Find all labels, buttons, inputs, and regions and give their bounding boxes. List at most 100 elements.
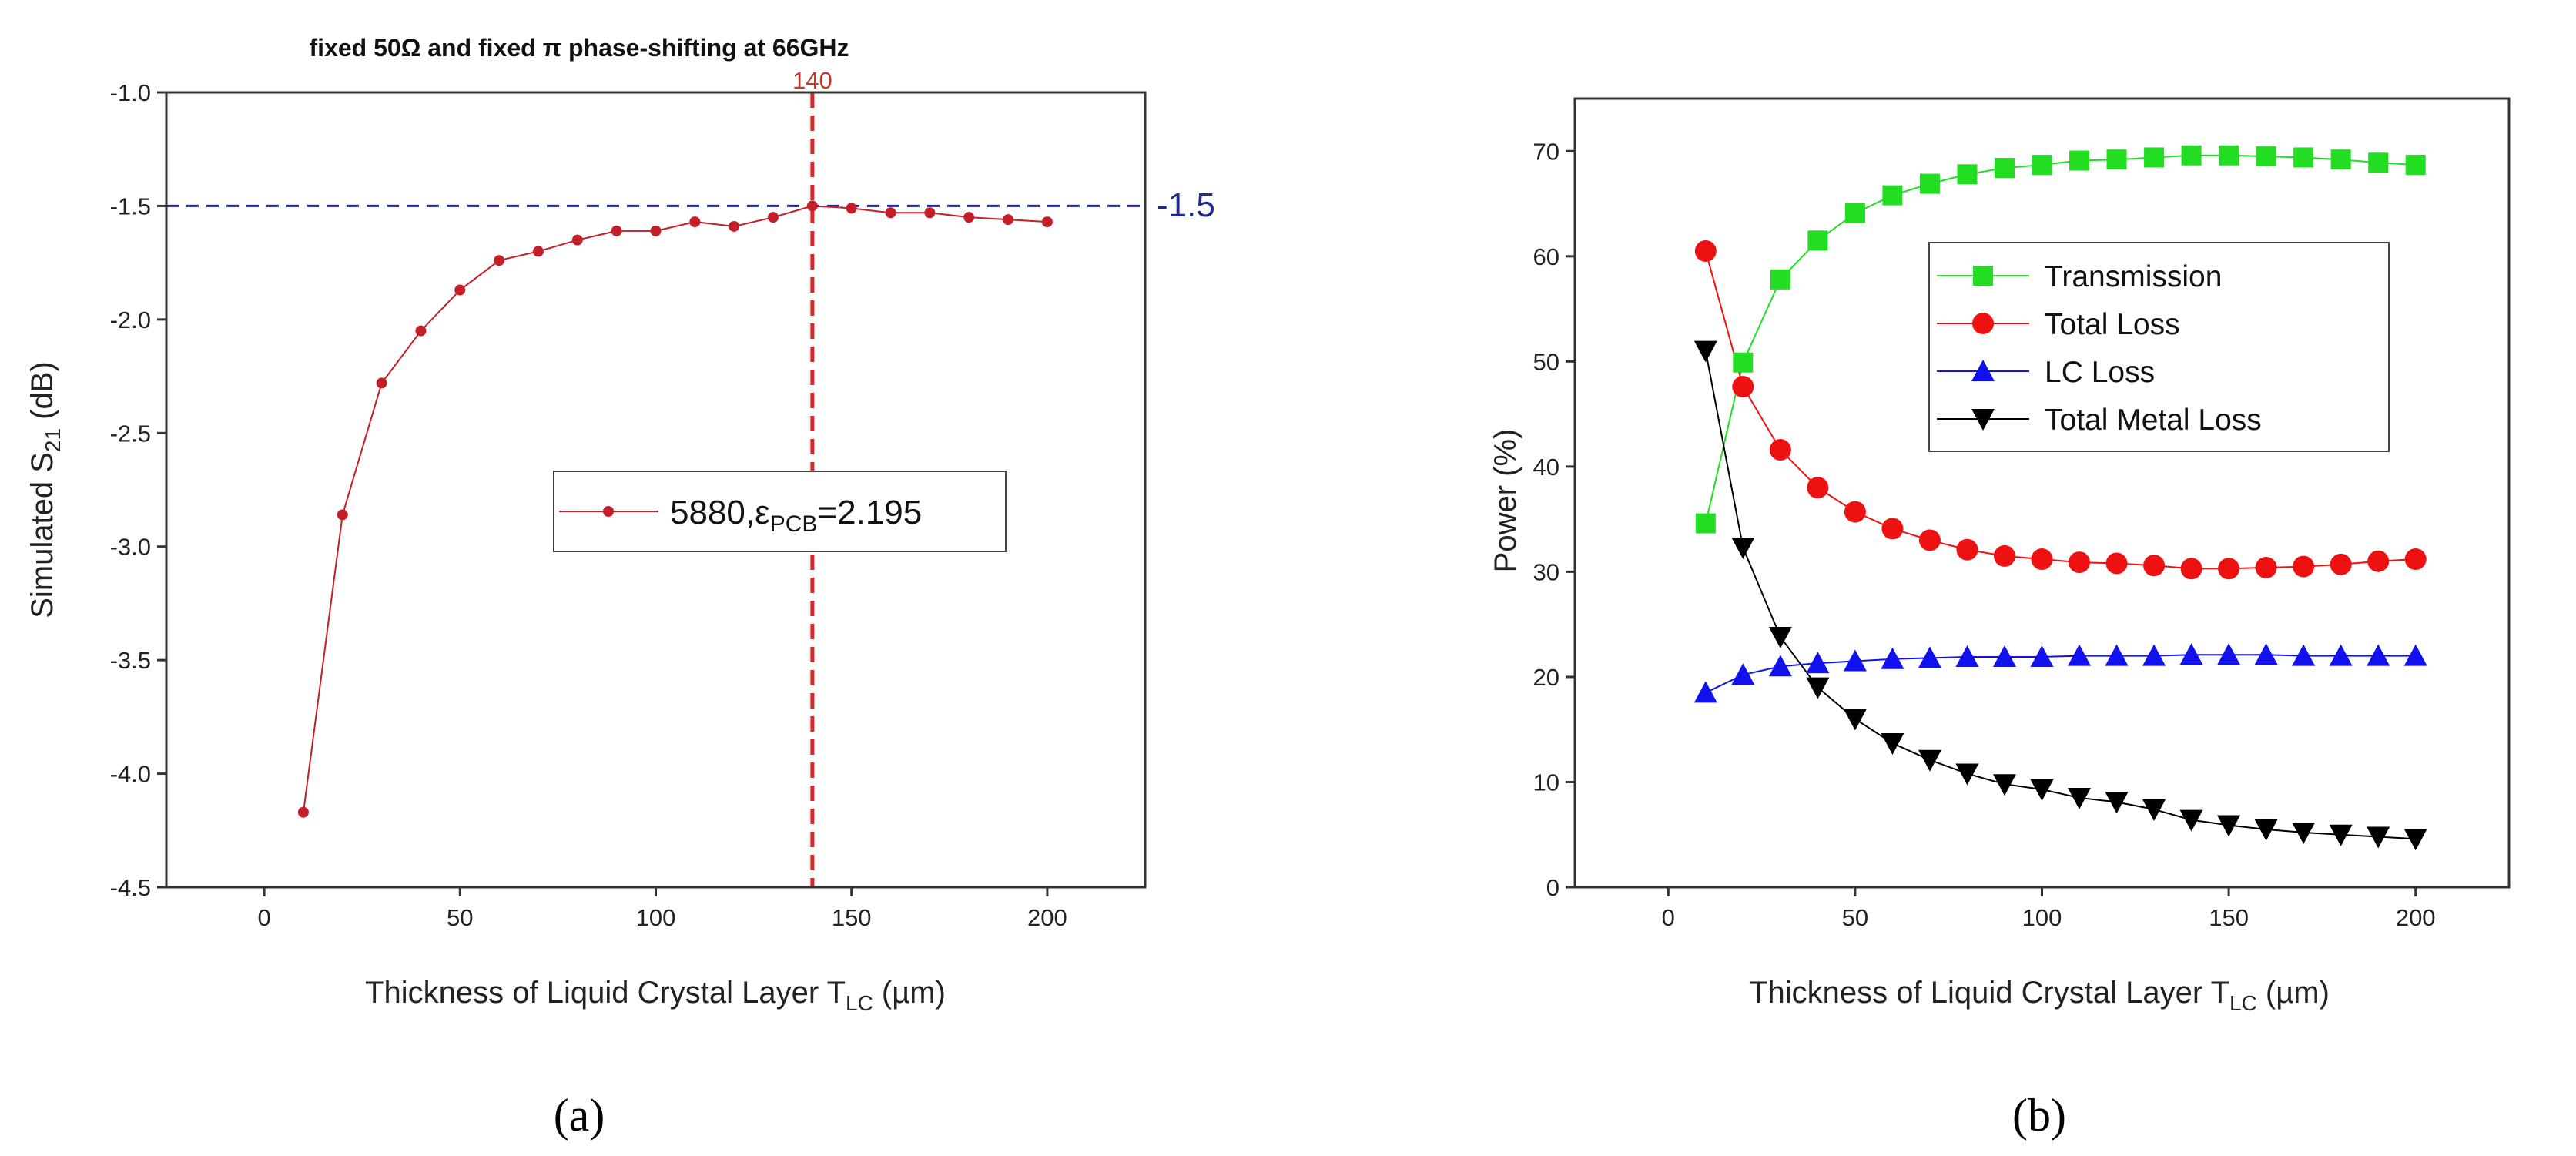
chart-b-data-point (2293, 147, 2314, 168)
chart-b-data-point (2218, 558, 2240, 580)
chart-b-data-point (2329, 644, 2353, 666)
chart-b-data-point (2030, 779, 2054, 802)
chart-b-data-point (1843, 709, 1867, 731)
chart-a-data-point (611, 225, 622, 236)
chart-b-data-point (1693, 340, 1717, 363)
chart-a-ytick-label: -2.0 (110, 307, 151, 333)
chart-b-data-point (2367, 644, 2390, 666)
legend-b-marker (1971, 409, 1995, 431)
panel-label-a: (a) (554, 1090, 605, 1141)
chart-b-xtick-label: 50 (1842, 904, 1868, 931)
chart-b-data-point (1994, 158, 2015, 179)
chart-b-data-point (2256, 146, 2276, 167)
chart-a-data-point (532, 246, 544, 257)
chart-a-xtick-label: 0 (257, 904, 270, 931)
legend-b-label: LC Loss (2045, 356, 2155, 389)
chart-a-data-point (297, 806, 309, 818)
chart-b-data-point (2293, 555, 2315, 578)
chart-a-data-point (924, 207, 936, 219)
chart-b-data-point (1694, 240, 1717, 262)
panel-label-b: (b) (2012, 1090, 2066, 1141)
chart-b-data-point (1881, 518, 1904, 540)
chart-a-data-point (729, 220, 740, 232)
chart-b-data-point (2254, 819, 2278, 841)
chart-a-ytick-label: -1.5 (110, 193, 151, 219)
chart-a-data-point (1003, 214, 1014, 226)
chart-b-ytick-label: 30 (1533, 558, 1559, 585)
chart-a-ytick-label: -1.0 (110, 79, 151, 106)
chart-a-data-point (494, 255, 505, 266)
legend-b-marker (1973, 266, 1993, 286)
chart-b-data-point (2254, 643, 2278, 665)
chart-b-data-point (2368, 152, 2389, 173)
chart-b-xtick-label: 150 (2209, 904, 2249, 931)
chart-a-xtick-label: 100 (636, 904, 676, 931)
chart-b-data-point (1843, 649, 1867, 672)
chart-b-data-point (1844, 203, 1865, 223)
chart-b-data-point (1770, 269, 1790, 290)
chart-b-data-point (1844, 501, 1866, 523)
chart-a-data-point (650, 225, 662, 236)
vertical-reference-label: 140 (792, 67, 832, 94)
chart-b-ytick-label: 10 (1533, 769, 1559, 796)
chart-b-data-point (1918, 529, 1941, 551)
chart-a-data-point (376, 377, 387, 389)
chart-a-data-point (1041, 216, 1053, 228)
chart-a-data-point (415, 325, 427, 337)
chart-b-data-point (2179, 643, 2203, 665)
chart-a-ylabel: Simulated S21 (dB) (25, 361, 65, 618)
chart-b-data-point (1918, 646, 1941, 668)
chart-b-data-point (1731, 537, 1755, 559)
chart-b-data-point (2405, 155, 2426, 176)
chart-b-xtick-label: 100 (2022, 904, 2062, 931)
chart-b-ytick-label: 70 (1533, 138, 1559, 165)
chart-b-data-point (1807, 230, 1828, 251)
chart-b-data-point (1956, 538, 1978, 561)
chart-b-data-point (1733, 352, 1754, 373)
chart-a-data-point (454, 284, 466, 296)
chart-a-xtick-label: 50 (447, 904, 473, 931)
horizontal-reference-label: -1.5 (1157, 186, 1215, 224)
legend-b-marker (1972, 313, 1994, 334)
chart-a-xtick-label: 200 (1027, 904, 1067, 931)
chart-a-data-point (571, 234, 583, 246)
chart-b-data-point (2030, 645, 2054, 667)
chart-b-data-point (1919, 173, 1940, 194)
chart-b-data-point (2367, 826, 2390, 849)
legend-b-marker (1971, 360, 1995, 381)
chart-b-data-point (2144, 147, 2165, 168)
chart-b-data-point (2403, 644, 2427, 666)
chart-b-legend: Transmission Total Loss LC Loss Total Metal… (1928, 242, 2390, 452)
chart-b-data-point (2142, 644, 2166, 666)
chart-b-data-point (1807, 477, 1829, 499)
chart-a-series-line (302, 205, 1047, 813)
chart-b-data-point (1992, 645, 2016, 667)
chart-b-xtick-label: 200 (2396, 904, 2436, 931)
chart-b-data-point (2142, 799, 2166, 821)
chart-a-legend: 5880,εPCB=2.195 (553, 471, 1007, 552)
chart-b-data-point (1769, 439, 1791, 461)
chart-a-data-point (885, 207, 896, 219)
chart-b-data-point (2106, 149, 2127, 170)
chart-b-series-line (1705, 654, 2416, 694)
chart-b-xtick-label: 0 (1662, 904, 1675, 931)
chart-b-ytick-label: 60 (1533, 243, 1559, 270)
legend-a-label: 5880,εPCB=2.195 (670, 494, 922, 537)
chart-b-data-point (1768, 655, 1792, 677)
chart-b-data-point (2219, 145, 2239, 166)
chart-b-data-point (2031, 548, 2053, 571)
chart-b-data-point (2330, 149, 2351, 170)
chart-a-ytick-label: -3.0 (110, 534, 151, 561)
chart-b-data-point (2181, 145, 2202, 166)
chart-a-data-point (768, 212, 779, 223)
chart-b-data-point (1732, 376, 1754, 398)
chart-b-data-point (2255, 556, 2277, 578)
chart-b-data-point (1806, 652, 1830, 674)
legend-b-label: Total Loss (2045, 308, 2180, 341)
chart-b-data-point (2330, 553, 2352, 575)
chart-b-data-point (2105, 644, 2129, 666)
chart-b-ytick-label: 20 (1533, 664, 1559, 691)
chart-b-ylabel: Power (%) (1489, 429, 1522, 573)
chart-b-data-point (1695, 513, 1716, 534)
